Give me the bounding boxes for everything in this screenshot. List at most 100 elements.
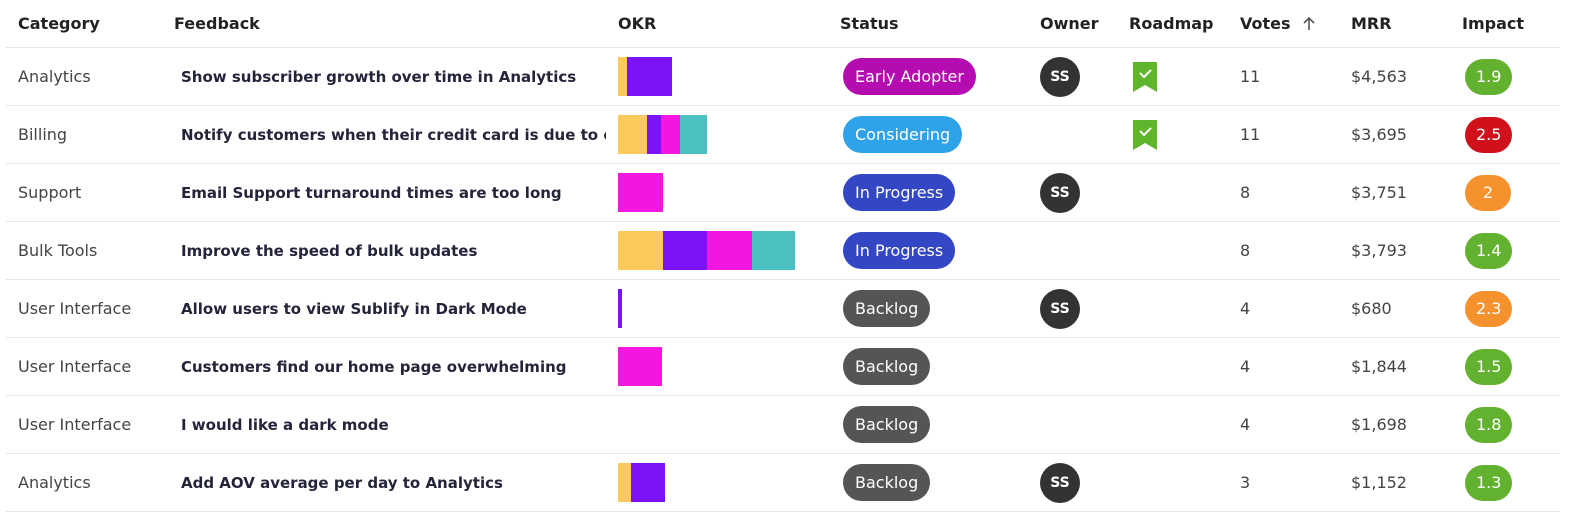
sort-icon — [1302, 16, 1315, 30]
status-pill[interactable]: Considering — [843, 116, 963, 153]
status-cell: In Progress — [843, 222, 956, 279]
feedback-cell[interactable]: Notify customers when their credit card … — [181, 125, 606, 144]
table-row[interactable]: Analytics Show subscriber growth over tim… — [6, 48, 1560, 106]
okr-cell — [618, 338, 662, 395]
impact-pill: 1.8 — [1465, 406, 1513, 443]
okr-cell — [618, 454, 665, 511]
mrr-cell: $3,695 — [1351, 125, 1407, 144]
mrr-cell: $1,844 — [1351, 357, 1407, 376]
header-text: Votes — [1240, 14, 1291, 33]
votes-cell: 11 — [1240, 67, 1261, 86]
header-cell[interactable]: Impact — [1462, 14, 1525, 33]
feedback-cell[interactable]: Add AOV average per day to Analytics — [181, 473, 503, 492]
feedback-cell[interactable]: Customers find our home page overwhelmin… — [181, 357, 567, 376]
okr-segment — [618, 115, 647, 154]
impact-cell: 2.3 — [1465, 280, 1513, 337]
feedback-cell[interactable]: Email Support turnaround times are too l… — [181, 183, 562, 202]
okr-segment — [618, 57, 627, 96]
impact-cell: 1.4 — [1465, 222, 1513, 279]
status-cell: Backlog — [843, 280, 931, 337]
status-pill[interactable]: Backlog — [843, 464, 931, 501]
header-cell[interactable]: OKR — [618, 14, 657, 33]
impact-cell: 1.5 — [1465, 338, 1513, 395]
header-cell[interactable]: Feedback — [174, 14, 260, 33]
okr-segment — [618, 289, 622, 328]
status-pill[interactable]: Backlog — [843, 290, 931, 327]
owner-avatar[interactable]: SS — [1040, 172, 1080, 213]
impact-pill: 1.5 — [1465, 348, 1513, 385]
table-row[interactable]: Analytics Add AOV average per day to Anal… — [6, 454, 1560, 512]
category-cell: Analytics — [18, 67, 91, 86]
okr-cell — [618, 164, 663, 221]
roadmap-flag — [1133, 119, 1157, 150]
impact-cell: 2.5 — [1465, 106, 1513, 163]
okr-segment — [647, 115, 661, 154]
mrr-cell: $1,152 — [1351, 473, 1407, 492]
mrr-cell: $1,698 — [1351, 415, 1407, 434]
owner-cell: SS — [1040, 164, 1080, 221]
category-cell: User Interface — [18, 299, 132, 318]
feedback-cell[interactable]: Show subscriber growth over time in Anal… — [181, 67, 577, 86]
mrr-cell: $3,751 — [1351, 183, 1407, 202]
header-cell[interactable]: Status — [840, 14, 899, 33]
header-cell[interactable]: Votes — [1240, 0, 1319, 47]
impact-pill: 1.3 — [1465, 464, 1513, 501]
okr-segment — [707, 231, 752, 270]
okr-cell — [618, 48, 672, 105]
header-row: Category Feedback OKR Status Owner Roadm… — [6, 0, 1560, 48]
table-row[interactable]: Support Email Support turnaround times ar… — [6, 164, 1560, 222]
okr-segment — [618, 173, 663, 212]
status-cell: Backlog — [843, 338, 931, 395]
header-cell[interactable]: Roadmap — [1129, 14, 1214, 33]
feedback-cell[interactable]: I would like a dark mode — [181, 415, 389, 434]
votes-cell: 8 — [1240, 241, 1251, 260]
table-row[interactable]: Bulk Tools Improve the speed of bulk upda… — [6, 222, 1560, 280]
owner-cell: SS — [1040, 280, 1080, 337]
owner-avatar[interactable]: SS — [1040, 288, 1080, 329]
roadmap-cell — [1133, 106, 1157, 163]
header-cell[interactable]: Owner — [1040, 14, 1099, 33]
status-pill[interactable]: In Progress — [843, 174, 956, 211]
okr-cell — [618, 280, 622, 337]
mrr-cell: $4,563 — [1351, 67, 1407, 86]
okr-segment — [661, 115, 680, 154]
table-row[interactable]: User Interface Customers find our home pa… — [6, 338, 1560, 396]
header-cell[interactable]: MRR — [1351, 14, 1392, 33]
okr-segment — [618, 231, 663, 270]
feedback-cell[interactable]: Improve the speed of bulk updates — [181, 241, 478, 260]
owner-avatar[interactable]: SS — [1040, 462, 1080, 503]
table-row[interactable]: User Interface Allow users to view Sublif… — [6, 280, 1560, 338]
okr-segment — [618, 347, 662, 386]
status-pill[interactable]: Backlog — [843, 348, 931, 385]
owner-avatar[interactable]: SS — [1040, 56, 1080, 97]
table-row[interactable]: Billing Notify customers when their credi… — [6, 106, 1560, 164]
impact-pill: 2.5 — [1465, 116, 1513, 153]
okr-segment — [627, 57, 672, 96]
okr-cell — [618, 222, 795, 279]
category-cell: Analytics — [18, 473, 91, 492]
status-pill[interactable]: In Progress — [843, 232, 956, 269]
table-row[interactable]: User Interface I would like a dark mode Ba… — [6, 396, 1560, 454]
okr-segment — [631, 463, 665, 502]
votes-cell: 8 — [1240, 183, 1251, 202]
votes-cell: 3 — [1240, 473, 1251, 492]
impact-cell: 2 — [1465, 164, 1511, 221]
impact-pill: 1.9 — [1465, 58, 1513, 95]
mrr-cell: $3,793 — [1351, 241, 1407, 260]
votes-cell: 4 — [1240, 415, 1251, 434]
votes-cell: 4 — [1240, 357, 1251, 376]
status-cell: Considering — [843, 106, 963, 163]
status-cell: Early Adopter — [843, 48, 976, 105]
header-cell[interactable]: Category — [18, 14, 100, 33]
impact-pill: 1.4 — [1465, 232, 1513, 269]
status-pill[interactable]: Early Adopter — [843, 58, 976, 95]
status-pill[interactable]: Backlog — [843, 406, 931, 443]
status-cell: Backlog — [843, 396, 931, 453]
impact-pill: 2.3 — [1465, 290, 1513, 327]
impact-cell: 1.8 — [1465, 396, 1513, 453]
feedback-cell[interactable]: Allow users to view Sublify in Dark Mode — [181, 299, 527, 318]
okr-segment — [618, 463, 631, 502]
okr-segment — [680, 115, 707, 154]
votes-cell: 4 — [1240, 299, 1251, 318]
